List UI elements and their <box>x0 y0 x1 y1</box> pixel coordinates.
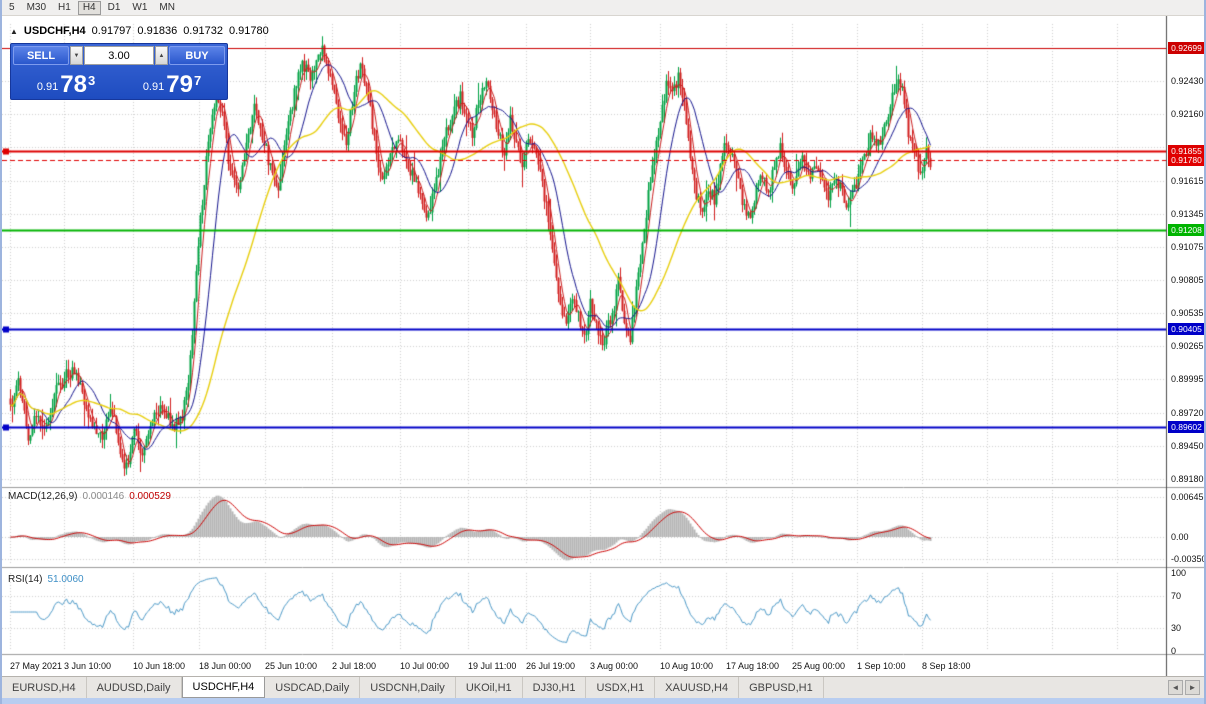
period-button-5[interactable]: 5 <box>9 1 15 13</box>
macd-signal-value: 0.000529 <box>129 491 171 502</box>
buy-button[interactable]: BUY <box>169 46 225 65</box>
price-chart-canvas[interactable] <box>2 16 1204 676</box>
price-axis-label: 0.91345 <box>1171 209 1204 219</box>
time-axis-label: 8 Sep 18:00 <box>922 661 971 671</box>
time-axis-label: 10 Jul 00:00 <box>400 661 450 671</box>
sell-price-base: 0.91 <box>36 81 59 93</box>
rsi-name: RSI(14) <box>8 574 43 585</box>
time-axis-label: 25 Aug 00:00 <box>792 661 846 671</box>
price-axis-label: 0.90805 <box>1171 275 1204 285</box>
chart-tab-audusd-daily[interactable]: AUDUSD,Daily <box>87 677 182 698</box>
time-axis-label: 17 Aug 18:00 <box>726 661 780 671</box>
ohlc-low: 0.91732 <box>183 25 223 37</box>
rsi-axis-label: 100 <box>1171 568 1187 578</box>
chart-tab-usdcad-daily[interactable]: USDCAD,Daily <box>265 677 361 698</box>
chart-tab-gbpusd-h1[interactable]: GBPUSD,H1 <box>739 677 824 698</box>
buy-price-sup: 7 <box>193 73 202 88</box>
rsi-indicator-label: RSI(14) 51.0060 <box>8 574 84 585</box>
chart-tab-xauusd-h4[interactable]: XAUUSD,H4 <box>655 677 740 698</box>
chart-tabs-group: EURUSD,H4 AUDUSD,Daily USDCHF,H4 USDCAD,Dai… <box>2 677 824 698</box>
period-button-w1[interactable]: W1 <box>132 1 148 13</box>
macd-axis-label: 0.00 <box>1171 532 1189 542</box>
chart-tab-usdchf-h4[interactable]: USDCHF,H4 <box>181 677 266 698</box>
period-button-h4[interactable]: H4 <box>77 0 101 15</box>
price-axis-label: 0.89180 <box>1171 474 1204 484</box>
macd-name: MACD(12,26,9) <box>8 491 78 502</box>
price-axis-label: 0.92430 <box>1171 76 1204 86</box>
period-button-h1[interactable]: H1 <box>58 1 71 13</box>
time-axis-label: 3 Jun 10:00 <box>64 661 112 671</box>
chart-tabbar: EURUSD,H4 AUDUSD,Daily USDCHF,H4 USDCAD,Dai… <box>2 676 1204 698</box>
volume-increase-icon[interactable]: ▲ <box>155 46 168 65</box>
trade-panel-prices: 0.91 78 3 0.91 79 7 <box>13 65 225 99</box>
sell-button[interactable]: SELL <box>13 46 69 65</box>
buy-price-base: 0.91 <box>142 81 165 93</box>
price-axis-label: 0.91075 <box>1171 242 1204 252</box>
time-axis-label: 2 Jul 18:00 <box>332 661 377 671</box>
window-frame-bottom <box>2 698 1204 704</box>
volume-decrease-icon[interactable]: ▼ <box>70 46 83 65</box>
volume-input[interactable]: 3.00 <box>84 46 154 65</box>
price-axis-label: 0.91615 <box>1171 176 1204 186</box>
price-level-badge: 0.91780 <box>1168 154 1204 166</box>
period-buttons-group: 5 M30 H1 H4 D1 W1 MN <box>4 0 180 15</box>
time-axis-label: 27 May 2021 <box>10 661 63 671</box>
tabs-scroll-right-icon[interactable]: ► <box>1185 680 1200 695</box>
price-axis-label: 0.89720 <box>1171 408 1204 418</box>
trade-panel-controls: SELL ▼ 3.00 ▲ BUY <box>13 46 225 65</box>
time-axis-label: 26 Jul 19:00 <box>526 661 576 671</box>
time-axis-label: 10 Aug 10:00 <box>660 661 714 671</box>
rsi-axis-label: 70 <box>1171 591 1182 601</box>
period-button-d1[interactable]: D1 <box>107 1 121 13</box>
chart-title: ▲ USDCHF,H4 0.91797 0.91836 0.91732 0.91… <box>10 25 269 37</box>
rsi-value: 51.0060 <box>47 574 84 585</box>
buy-price[interactable]: 0.91 79 7 <box>119 65 225 99</box>
sell-price-big: 78 <box>60 71 87 98</box>
price-level-badge: 0.92699 <box>1168 42 1204 54</box>
rsi-axis-label: 30 <box>1171 623 1182 633</box>
rsi-axis-label: 0 <box>1171 646 1177 656</box>
period-button-mn[interactable]: MN <box>159 1 175 13</box>
time-axis-label: 3 Aug 00:00 <box>590 661 639 671</box>
chart-tab-ukoil-h1[interactable]: UKOil,H1 <box>456 677 523 698</box>
one-click-trading-panel: SELL ▼ 3.00 ▲ BUY 0.91 78 3 0.91 79 7 <box>10 43 228 100</box>
price-axis-label: 0.90535 <box>1171 308 1204 318</box>
time-axis-label: 10 Jun 18:00 <box>133 661 186 671</box>
chart-tab-usdcnh-daily[interactable]: USDCNH,Daily <box>360 677 456 698</box>
time-axis-label: 1 Sep 10:00 <box>857 661 906 671</box>
price-axis-label: 0.90265 <box>1171 341 1204 351</box>
price-level-badge: 0.91208 <box>1168 224 1204 236</box>
time-axis-label: 18 Jun 00:00 <box>199 661 252 671</box>
ohlc-open: 0.91797 <box>91 25 132 37</box>
price-axis-label: 0.89995 <box>1171 374 1204 384</box>
chart-tab-usdx-h1[interactable]: USDX,H1 <box>586 677 656 698</box>
price-axis-label: 0.89450 <box>1171 441 1204 451</box>
time-axis-label: 19 Jul 11:00 <box>468 661 517 671</box>
macd-main-value: 0.000146 <box>82 491 125 502</box>
tabs-scroll-left-icon[interactable]: ◄ <box>1168 680 1183 695</box>
macd-indicator-label: MACD(12,26,9) 0.000146 0.000529 <box>8 491 171 502</box>
sell-price[interactable]: 0.91 78 3 <box>13 65 119 99</box>
time-axis-label: 25 Jun 10:00 <box>265 661 318 671</box>
period-button-m30[interactable]: M30 <box>26 1 47 13</box>
chart-tab-eurusd-h4[interactable]: EURUSD,H4 <box>2 677 87 698</box>
buy-price-big: 79 <box>166 71 193 98</box>
one-click-collapse-icon[interactable]: ▲ <box>10 26 18 36</box>
macd-axis-label: 0.00645 <box>1171 492 1204 502</box>
chart-region: ▲ USDCHF,H4 0.91797 0.91836 0.91732 0.91… <box>2 16 1204 676</box>
symbol-period-label: USDCHF,H4 <box>23 25 86 37</box>
tabbar-scroll-controls: ◄ ► <box>1168 677 1204 698</box>
timeframe-toolbar: 5 M30 H1 H4 D1 W1 MN <box>2 0 1204 16</box>
chart-tab-dj30-h1[interactable]: DJ30,H1 <box>523 677 587 698</box>
ohlc-high: 0.91836 <box>137 25 178 37</box>
price-axis-label: 0.92160 <box>1171 109 1204 119</box>
ohlc-close: 0.91780 <box>228 25 269 37</box>
price-level-badge: 0.89602 <box>1168 421 1204 433</box>
price-level-badge: 0.90405 <box>1168 323 1204 335</box>
macd-axis-label: -0.00350 <box>1171 554 1206 564</box>
sell-price-sup: 3 <box>87 73 96 88</box>
